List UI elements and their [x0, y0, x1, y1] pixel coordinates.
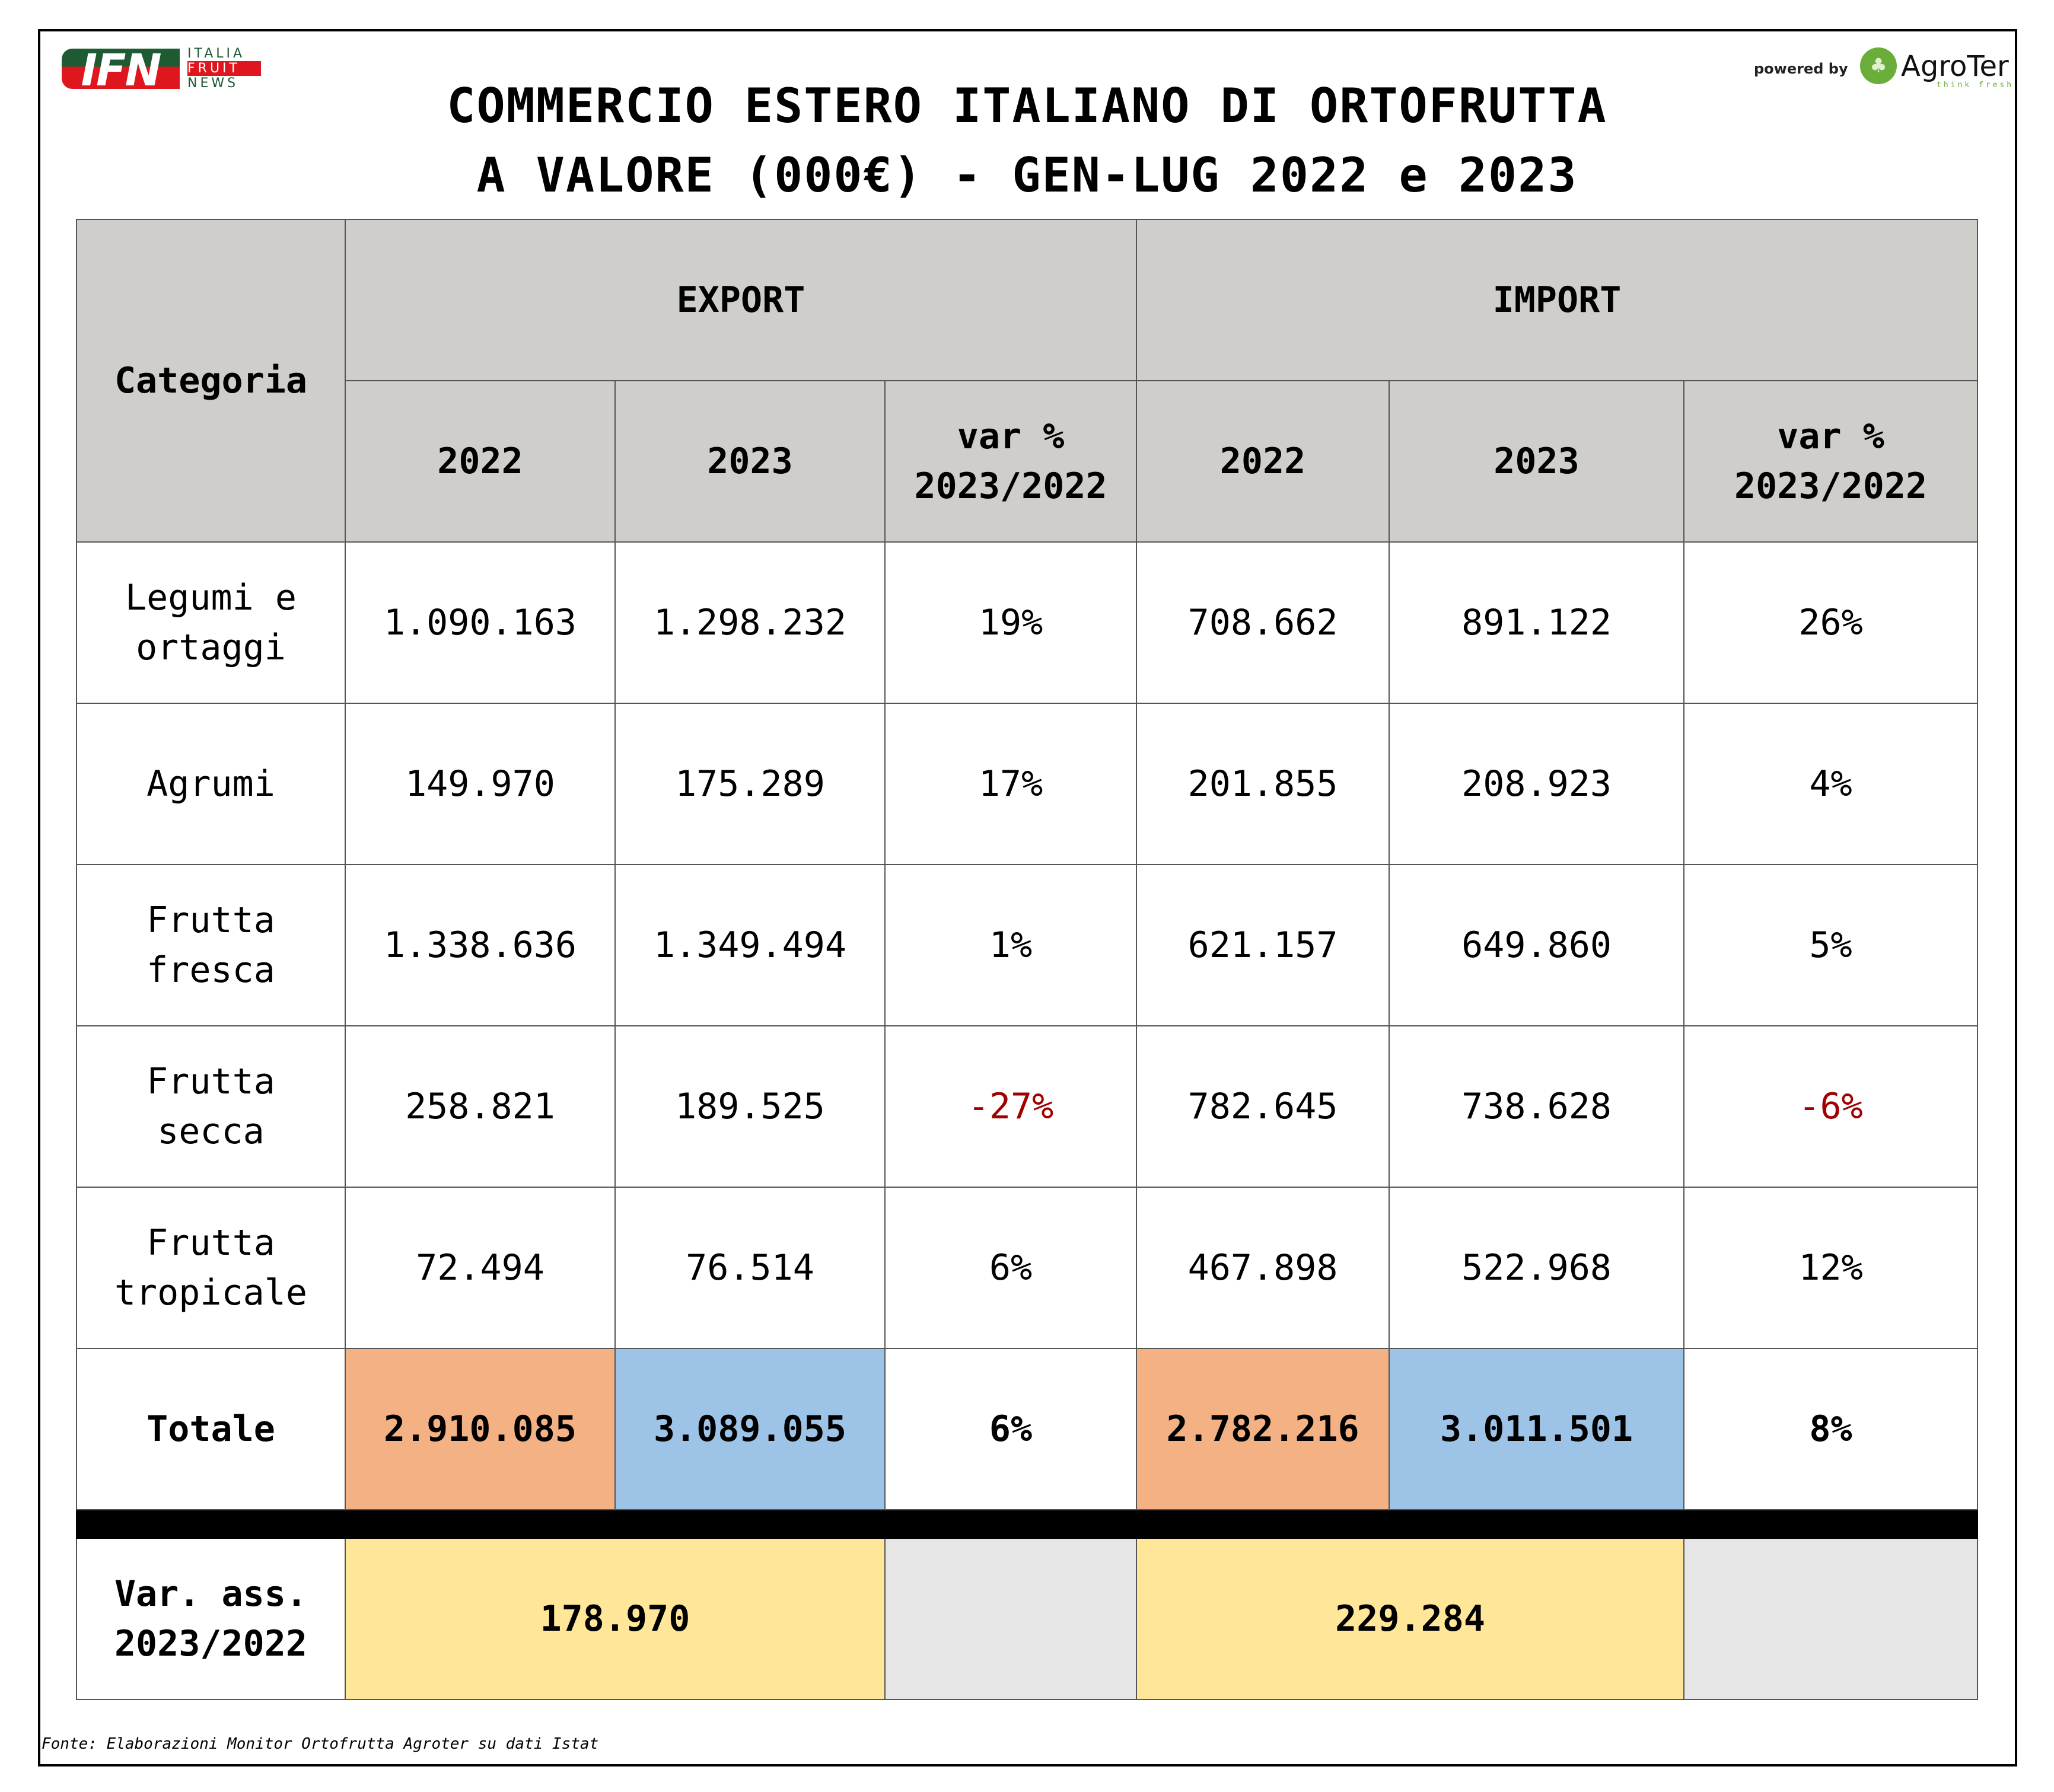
agroter-tagline: think fresh — [1937, 81, 2014, 90]
var-abs-label: Var. ass. 2023/2022 — [76, 1538, 346, 1700]
export-2022-cell: 149.970 — [345, 703, 616, 865]
import-2022-cell: 467.898 — [1136, 1187, 1390, 1349]
table-row: Frutta tropicale 72.494 76.514 6% 467.898 522.… — [76, 1187, 1979, 1349]
import-var-cell: 12% — [1683, 1187, 1979, 1349]
separator-bar — [75, 1509, 1979, 1539]
import-2022-cell: 201.855 — [1136, 703, 1390, 865]
var-abs-label-1: Var. ass. — [114, 1573, 308, 1615]
trade-table: Categoria EXPORT IMPORT 2022 2023 var % 2… — [75, 219, 1979, 1700]
total-export-var: 6% — [884, 1348, 1138, 1510]
category-line-2: secca — [157, 1111, 265, 1152]
export-2022-cell: 1.090.163 — [345, 541, 616, 704]
ifn-logo-mark: IFN — [81, 49, 161, 89]
logo-word: NEWS — [187, 76, 239, 91]
agroter-logo: AgroTer — [1901, 50, 2009, 83]
header-import-var: var % 2023/2022 — [1683, 380, 1979, 543]
category-cell: Agrumi — [76, 703, 346, 865]
var-label: var % — [1777, 416, 1884, 457]
ifn-logo: IFN — [62, 49, 180, 89]
total-import-var: 8% — [1683, 1348, 1979, 1510]
empty-cell — [1683, 1538, 1979, 1700]
table-row: Legumi e ortaggi 1.090.163 1.298.232 19% 708.… — [76, 541, 1979, 704]
export-var-cell: 6% — [884, 1187, 1138, 1349]
import-2022-cell: 782.645 — [1136, 1025, 1390, 1188]
header-export-2023: 2023 — [614, 380, 886, 543]
category-line-2: ortaggi — [136, 627, 286, 668]
logo-word: ITALIA — [187, 46, 246, 61]
import-var-cell: -6% — [1683, 1025, 1979, 1188]
category-cell: Frutta fresca — [76, 864, 346, 1026]
logo-word: FRUIT — [187, 61, 261, 76]
category-cell: Legumi e ortaggi — [76, 541, 346, 704]
export-var-cell: 1% — [884, 864, 1138, 1026]
import-2022-cell: 621.157 — [1136, 864, 1390, 1026]
var-abs-row: Var. ass. 2023/2022 178.970 229.284 — [76, 1538, 1979, 1700]
import-2023-cell: 891.122 — [1389, 541, 1685, 704]
title-line-1: COMMERCIO ESTERO ITALIANO DI ORTOFRUTTA — [447, 78, 1607, 133]
header-import: IMPORT — [1136, 219, 1979, 381]
category-line-1: Frutta — [147, 900, 275, 941]
table-row: Frutta fresca 1.338.636 1.349.494 1% 621.157 6… — [76, 864, 1979, 1026]
total-export-2022: 2.910.085 — [345, 1348, 616, 1510]
export-2022-cell: 72.494 — [345, 1187, 616, 1349]
tree-icon: ♣ — [1860, 47, 1897, 84]
ifn-logo-words: ITALIA FRUIT NEWS — [187, 46, 261, 91]
total-label: Totale — [76, 1348, 346, 1510]
import-2023-cell: 738.628 — [1389, 1025, 1685, 1188]
source-footnote: Fonte: Elaborazioni Monitor Ortofrutta A… — [42, 1735, 599, 1753]
export-2023-cell: 76.514 — [614, 1187, 886, 1349]
export-2023-cell: 189.525 — [614, 1025, 886, 1188]
var-label: var % — [957, 416, 1065, 457]
total-import-2023: 3.011.501 — [1389, 1348, 1685, 1510]
header-categoria: Categoria — [76, 219, 346, 543]
var-period: 2023/2022 — [1734, 465, 1928, 507]
import-2023-cell: 522.968 — [1389, 1187, 1685, 1349]
var-period: 2023/2022 — [914, 465, 1107, 507]
export-2022-cell: 1.338.636 — [345, 864, 616, 1026]
export-2022-cell: 258.821 — [345, 1025, 616, 1188]
empty-cell — [884, 1538, 1138, 1700]
header-row-1: Categoria EXPORT IMPORT — [76, 219, 1979, 543]
export-var-cell: -27% — [884, 1025, 1138, 1188]
export-var-cell: 19% — [884, 541, 1138, 704]
category-cell: Frutta secca — [76, 1025, 346, 1188]
header-import-2023: 2023 — [1389, 380, 1685, 543]
header-export: EXPORT — [344, 219, 1138, 381]
var-abs-export: 178.970 — [345, 1538, 886, 1700]
category-line-1: Agrumi — [147, 763, 275, 805]
export-var-cell: 17% — [884, 703, 1138, 865]
header-import-2022: 2022 — [1136, 380, 1390, 543]
export-2023-cell: 1.298.232 — [614, 541, 886, 704]
category-line-1: Frutta — [147, 1222, 275, 1264]
import-2022-cell: 708.662 — [1136, 541, 1390, 704]
header-row-2: 2022 2023 var % 2023/2022 2022 2023 var %… — [77, 380, 1979, 543]
import-2023-cell: 649.860 — [1389, 864, 1685, 1026]
import-var-cell: 5% — [1683, 864, 1979, 1026]
import-var-cell: 26% — [1683, 541, 1979, 704]
total-import-2022: 2.782.216 — [1136, 1348, 1390, 1510]
page-title: COMMERCIO ESTERO ITALIANO DI ORTOFRUTTA … — [0, 71, 2054, 210]
category-line-2: fresca — [147, 949, 275, 991]
separator — [75, 1509, 1979, 1539]
header-export-var: var % 2023/2022 — [884, 380, 1138, 543]
title-line-2: A VALORE (000€) - GEN-LUG 2022 e 2023 — [476, 148, 1578, 203]
var-abs-import: 229.284 — [1136, 1538, 1685, 1700]
category-line-1: Legumi e — [125, 577, 297, 618]
export-2023-cell: 175.289 — [614, 703, 886, 865]
total-export-2023: 3.089.055 — [614, 1348, 886, 1510]
powered-by-label: powered by — [1754, 60, 1848, 77]
export-2023-cell: 1.349.494 — [614, 864, 886, 1026]
import-var-cell: 4% — [1683, 703, 1979, 865]
total-row: Totale 2.910.085 3.089.055 6% 2.782.216 … — [76, 1348, 1979, 1510]
table-row: Frutta secca 258.821 189.525 -27% 782.645 738.… — [76, 1025, 1979, 1188]
import-2023-cell: 208.923 — [1389, 703, 1685, 865]
category-cell: Frutta tropicale — [76, 1187, 346, 1349]
table-row: Agrumi 149.970 175.289 17% 201.855 208.923 4% — [76, 703, 1979, 865]
category-line-1: Frutta — [147, 1061, 275, 1102]
var-abs-label-2: 2023/2022 — [114, 1623, 308, 1665]
category-line-2: tropicale — [114, 1272, 308, 1313]
header-export-2022: 2022 — [345, 380, 616, 543]
